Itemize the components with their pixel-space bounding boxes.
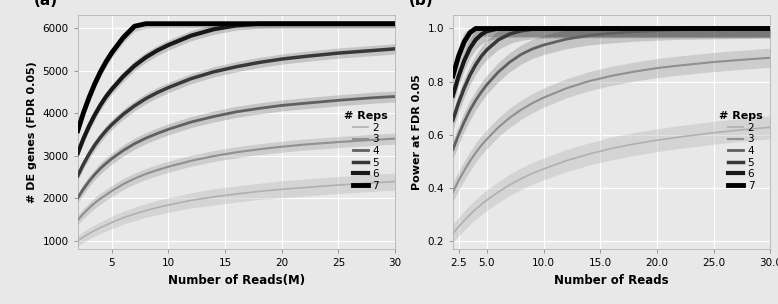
X-axis label: Number of Reads: Number of Reads — [554, 274, 669, 287]
Y-axis label: Power at FDR 0.05: Power at FDR 0.05 — [412, 74, 422, 190]
Text: (b): (b) — [408, 0, 433, 8]
Y-axis label: # DE genes (FDR 0.05): # DE genes (FDR 0.05) — [27, 61, 37, 203]
Text: (a): (a) — [33, 0, 58, 8]
Legend: 2, 3, 4, 5, 6, 7: 2, 3, 4, 5, 6, 7 — [342, 109, 390, 193]
X-axis label: Number of Reads(M): Number of Reads(M) — [168, 274, 305, 287]
Legend: 2, 3, 4, 5, 6, 7: 2, 3, 4, 5, 6, 7 — [717, 109, 765, 193]
